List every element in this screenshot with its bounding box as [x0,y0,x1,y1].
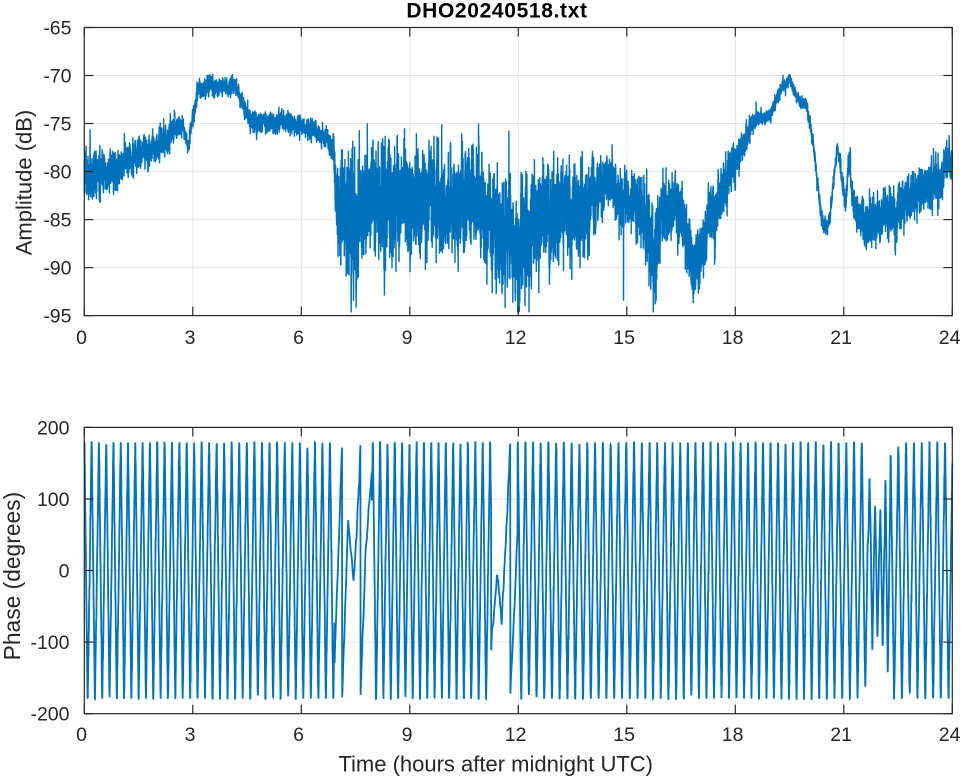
svg-text:18: 18 [722,724,744,746]
svg-text:21: 21 [830,327,852,349]
svg-text:DHO20240518.txt: DHO20240518.txt [406,0,587,23]
svg-text:Phase (degrees): Phase (degrees) [0,492,25,661]
svg-text:-65: -65 [43,17,71,39]
svg-text:-95: -95 [43,306,71,328]
svg-text:6: 6 [293,724,304,746]
svg-text:6: 6 [293,327,304,349]
svg-text:100: 100 [37,489,70,511]
svg-text:12: 12 [505,327,527,349]
svg-text:-200: -200 [30,704,69,726]
svg-text:18: 18 [722,327,744,349]
svg-text:-80: -80 [43,162,71,184]
svg-text:24: 24 [939,327,961,349]
svg-text:-70: -70 [43,65,71,87]
svg-text:0: 0 [59,560,70,582]
svg-text:12: 12 [505,724,527,746]
svg-text:Amplitude (dB): Amplitude (dB) [12,110,37,256]
svg-text:9: 9 [402,724,413,746]
svg-text:0: 0 [76,724,87,746]
svg-text:9: 9 [402,327,413,349]
svg-text:-85: -85 [43,210,71,232]
svg-text:3: 3 [185,724,196,746]
svg-text:15: 15 [613,327,635,349]
svg-text:Time (hours after midnight UTC: Time (hours after midnight UTC) [338,752,653,777]
svg-text:-100: -100 [30,632,69,654]
svg-text:21: 21 [830,724,852,746]
svg-text:-75: -75 [43,113,71,135]
svg-text:200: 200 [37,417,70,439]
svg-text:3: 3 [185,327,196,349]
svg-text:0: 0 [76,327,87,349]
svg-text:-90: -90 [43,258,71,280]
svg-text:15: 15 [613,724,635,746]
svg-text:24: 24 [939,724,961,746]
